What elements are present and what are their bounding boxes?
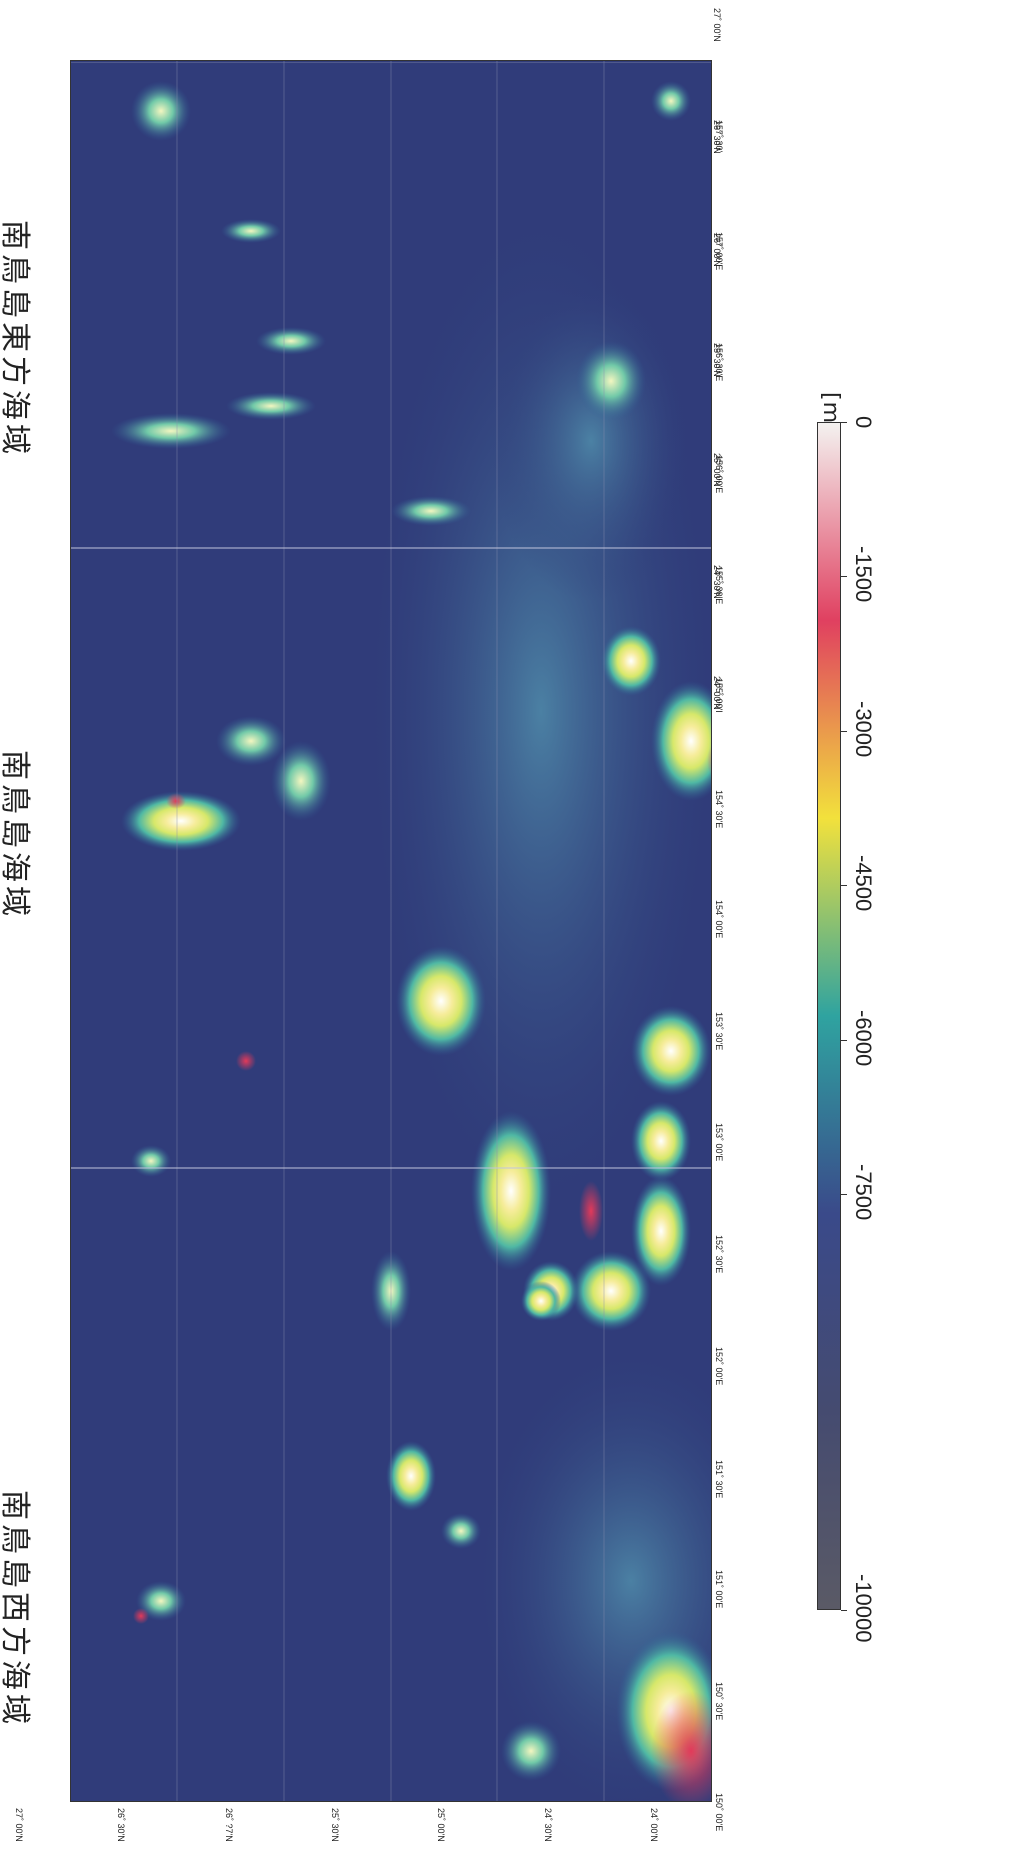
lon-label: 152˚ 30'E bbox=[714, 1235, 724, 1274]
colorbar-tick-mark bbox=[841, 576, 847, 577]
summit bbox=[166, 793, 186, 809]
lon-label: 154˚ 30'E bbox=[714, 790, 724, 829]
shelf-area bbox=[491, 281, 691, 601]
seamount bbox=[601, 626, 661, 696]
seamount bbox=[571, 1251, 651, 1331]
lat-label: 27˚ 00'N bbox=[712, 8, 722, 42]
colorbar-tick-mark bbox=[841, 1610, 847, 1611]
seamount bbox=[631, 1006, 711, 1096]
seamount bbox=[501, 1721, 561, 1781]
colorbar bbox=[817, 422, 841, 1610]
seamount bbox=[221, 219, 281, 243]
lat-label: 24˚ 30'N bbox=[543, 1808, 553, 1842]
lat-label: 24˚ 00'N bbox=[649, 1808, 659, 1842]
lon-label: 151˚ 30'E bbox=[714, 1460, 724, 1499]
seamount bbox=[521, 1281, 561, 1321]
region-label-west: 南鳥島西方海域 bbox=[0, 1490, 32, 1728]
colorbar-tick-label: -10000 bbox=[851, 1574, 876, 1643]
seamount bbox=[256, 327, 326, 355]
seamount bbox=[631, 1101, 691, 1181]
bathymetry-map bbox=[70, 60, 712, 1802]
seamount bbox=[216, 716, 286, 766]
map-canvas bbox=[71, 61, 711, 1801]
seamount bbox=[131, 1145, 171, 1177]
lon-label: 153˚ 00'E bbox=[714, 1123, 724, 1162]
lon-label: 155˚ 00'I bbox=[714, 678, 724, 713]
lon-label: 154˚ 00'E bbox=[714, 900, 724, 939]
lat-label: 27˚ 00'N bbox=[14, 1808, 24, 1842]
seamount bbox=[471, 1111, 551, 1271]
lon-label: 150˚ 00'E bbox=[714, 1793, 724, 1832]
lat-label: 26˚ 30'N bbox=[116, 1808, 126, 1842]
seamount bbox=[576, 341, 646, 421]
seamount bbox=[441, 1513, 481, 1549]
lat-label: 25˚ 00'N bbox=[436, 1808, 446, 1842]
lon-label: 156˚ 30'E bbox=[714, 343, 724, 382]
lon-label: 152˚ 00'E bbox=[714, 1347, 724, 1386]
lon-label: 150˚ 30'E bbox=[714, 1682, 724, 1721]
colorbar-tick-label: -1500 bbox=[851, 546, 876, 603]
lon-label: 153˚ 30'E bbox=[714, 1012, 724, 1051]
summit bbox=[133, 1608, 149, 1624]
lon-label: 157˚ 00'E bbox=[714, 232, 724, 271]
colorbar-tick-label: 0 bbox=[851, 416, 876, 429]
colorbar-tick-mark bbox=[841, 731, 847, 732]
seamount bbox=[386, 1441, 436, 1511]
lon-label: 156˚ 00'E bbox=[714, 455, 724, 494]
graticule bbox=[71, 61, 711, 1801]
seamount bbox=[651, 81, 691, 121]
lon-label: 151˚ 00'E bbox=[714, 1570, 724, 1609]
region-label-east: 南鳥島東方海域 bbox=[0, 220, 32, 458]
seamount bbox=[226, 392, 316, 420]
summit bbox=[579, 1181, 603, 1241]
tile-boundaries bbox=[71, 547, 711, 1169]
colorbar-tick-label: -4500 bbox=[851, 855, 876, 912]
seamount bbox=[111, 413, 231, 449]
summit bbox=[651, 1691, 711, 1801]
colorbar-tick-label: -3000 bbox=[851, 701, 876, 758]
colorbar-tick-label: -7500 bbox=[851, 1164, 876, 1221]
seamount bbox=[631, 1176, 691, 1286]
seamount bbox=[271, 741, 331, 821]
colorbar-tick-mark bbox=[841, 1194, 847, 1195]
colorbar-tick-mark bbox=[841, 422, 847, 423]
lon-label: 155˚ 30'E bbox=[714, 566, 724, 605]
colorbar-tick-label: -6000 bbox=[851, 1010, 876, 1067]
summit bbox=[236, 1051, 256, 1071]
seamount bbox=[136, 1581, 186, 1621]
lon-label: 157˚ 30' bbox=[714, 120, 724, 153]
seamount bbox=[131, 81, 191, 141]
seamount bbox=[121, 791, 241, 851]
colorbar-tick-mark bbox=[841, 1040, 847, 1041]
region-label-center: 南鳥島海域 bbox=[0, 750, 32, 920]
summit bbox=[707, 745, 711, 777]
seamount bbox=[651, 681, 711, 801]
colorbar-tick-mark bbox=[841, 885, 847, 886]
seamount bbox=[391, 496, 471, 526]
lat-label: 26˚ ?7'N bbox=[224, 1808, 234, 1842]
lat-label: 25˚ 30'N bbox=[330, 1808, 340, 1842]
seamount bbox=[396, 946, 486, 1056]
